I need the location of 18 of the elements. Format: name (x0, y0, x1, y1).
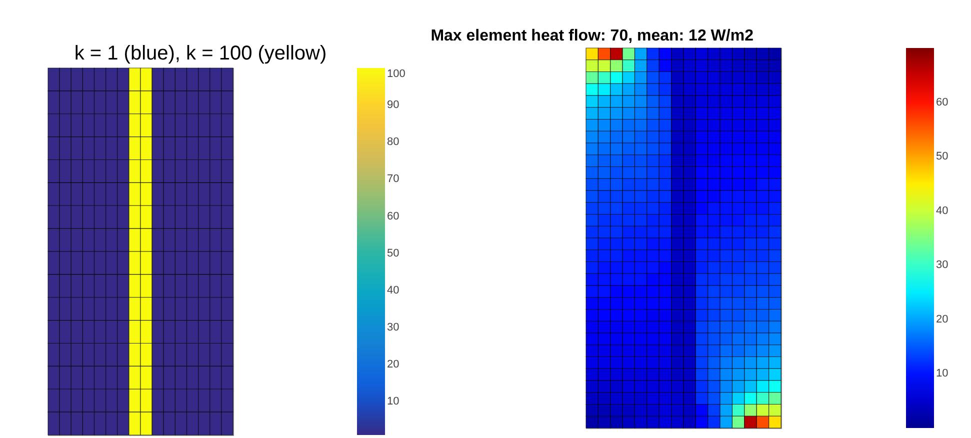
color-bar-label: 50 (936, 150, 948, 163)
color-bar-label: 40 (936, 204, 948, 217)
color-bar-label: 40 (387, 284, 400, 296)
color-bar-label: 60 (936, 96, 948, 108)
color-bar-label: 10 (936, 368, 948, 380)
color-bar-label: 20 (936, 313, 948, 326)
color-bar-label: 50 (387, 247, 400, 260)
color-bar-label: 90 (387, 99, 400, 112)
color-bar-label: 60 (387, 210, 400, 222)
color-bar-label: 30 (936, 259, 948, 272)
color-bar-label: 10 (387, 396, 400, 408)
color-bar-label: 30 (387, 321, 400, 334)
chart-title: Max element heat flow: 70, mean: 12 W/m2 (430, 28, 754, 45)
color-bar-label: 20 (387, 358, 400, 371)
color-bar-label: 100 (387, 68, 406, 80)
chart-title: k = 1 (blue), k = 100 (yellow) (74, 42, 327, 65)
color-bar-label: 70 (387, 173, 400, 186)
color-bar-label: 80 (387, 136, 400, 148)
